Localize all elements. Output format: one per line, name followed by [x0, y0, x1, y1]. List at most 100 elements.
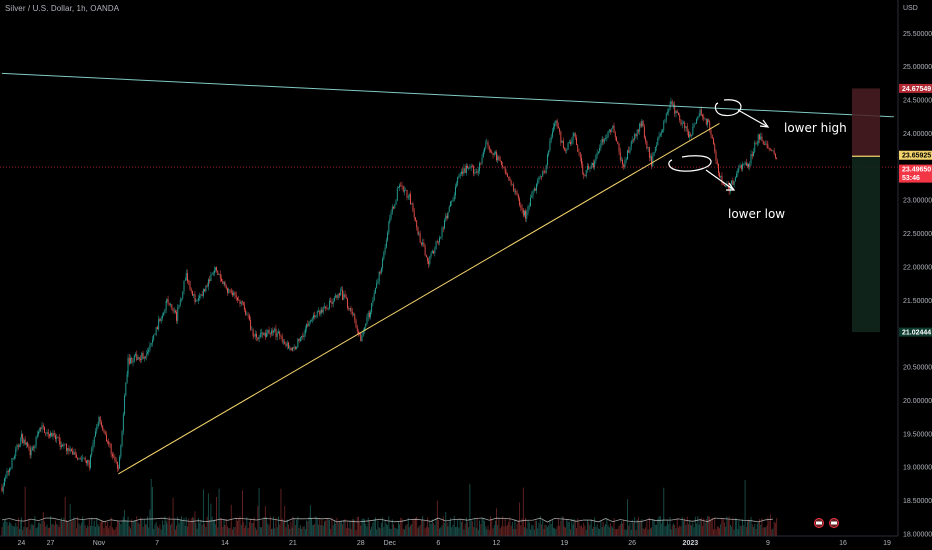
candle-body — [242, 301, 243, 303]
candle-body — [611, 128, 613, 132]
volume-bar — [384, 519, 386, 536]
volume-bar — [733, 529, 735, 536]
candle-body — [694, 123, 696, 125]
volume-bar — [559, 525, 561, 536]
candle-body — [400, 185, 402, 186]
volume-bar — [416, 516, 418, 536]
candle-body — [594, 160, 596, 168]
candle-body — [229, 289, 231, 291]
volume-bar — [744, 479, 746, 536]
volume-bar — [376, 529, 378, 536]
volume-bars — [1, 478, 778, 536]
position-reward-zone[interactable] — [852, 156, 880, 333]
volume-bar — [592, 528, 593, 536]
volume-bar — [699, 520, 701, 536]
volume-bar — [225, 518, 227, 536]
candle-body — [93, 436, 95, 444]
volume-bar — [643, 529, 645, 536]
volume-bar — [256, 529, 258, 536]
volume-bar — [603, 526, 605, 536]
volume-bar — [732, 517, 734, 536]
trend-lines[interactable] — [1, 72, 894, 475]
volume-bar — [407, 517, 409, 536]
candle-body — [28, 446, 30, 448]
volume-bar — [447, 526, 449, 536]
volume-bar — [766, 525, 768, 536]
price-tag-label: 23.49650 — [902, 167, 931, 174]
volume-bar — [64, 496, 66, 536]
volume-bar — [269, 516, 271, 536]
candle-body — [1, 487, 3, 492]
candle-body — [349, 308, 351, 310]
volume-bar — [182, 520, 184, 536]
volume-bar — [485, 526, 487, 536]
candle-body — [716, 160, 718, 164]
candle-body — [696, 119, 698, 124]
volume-bar — [468, 527, 470, 536]
time-axis[interactable]: 24 27 Nov 7 14 21 28 Dec 6 12 19 26 2023 9 16 19 — [17, 540, 891, 547]
volume-bar — [42, 511, 44, 536]
economic-event-flags[interactable] — [814, 518, 839, 528]
volume-bar — [79, 525, 81, 536]
volume-bar — [568, 522, 570, 536]
volume-bar — [340, 521, 342, 536]
candle-body — [114, 457, 116, 461]
volume-bar — [359, 522, 361, 536]
volume-bar — [612, 527, 614, 536]
volume-bar — [530, 529, 531, 536]
candle-body — [49, 434, 50, 437]
candle-body — [408, 194, 410, 197]
candle-body — [556, 120, 558, 127]
volume-bar — [484, 520, 486, 536]
volume-bar — [771, 529, 773, 536]
volume-bar — [107, 521, 109, 536]
price-tick-label: 20.00000 — [903, 398, 932, 405]
volume-bar — [70, 521, 72, 536]
volume-bar — [444, 522, 445, 536]
candle-body — [190, 288, 192, 292]
volume-bar — [204, 523, 206, 536]
volume-bar — [676, 518, 678, 536]
volume-bar — [128, 526, 130, 536]
volume-bar — [90, 525, 91, 536]
descending-resistance-line[interactable] — [1, 72, 894, 118]
candle-body — [294, 346, 296, 349]
candle-body — [45, 432, 47, 434]
candle-body — [288, 342, 289, 349]
volume-bar — [622, 523, 623, 536]
candle-body — [688, 131, 689, 138]
volume-bar — [279, 524, 281, 536]
volume-bar — [556, 526, 558, 536]
volume-bar — [98, 526, 100, 536]
volume-bar — [594, 517, 596, 536]
volume-bar — [553, 527, 555, 536]
price-tag-entry — [899, 150, 932, 160]
price-axis[interactable]: 25.50000 25.00000 24.50000 24.00000 23.00000… — [903, 31, 932, 539]
candle-body — [211, 273, 213, 275]
candle-body — [434, 249, 436, 254]
candle-body — [453, 195, 455, 201]
volume-bar — [742, 519, 744, 536]
candle-body — [528, 206, 530, 208]
volume-bar — [555, 529, 557, 536]
candle-body — [29, 447, 31, 456]
candle-body — [80, 458, 82, 460]
candle-body — [514, 191, 516, 192]
candle-body — [50, 432, 51, 437]
volume-bar — [119, 522, 121, 536]
position-risk-zone[interactable] — [852, 88, 880, 157]
rising-support-line[interactable] — [118, 123, 720, 475]
candle-body — [88, 461, 90, 468]
candle-body — [182, 291, 184, 299]
candle-body — [240, 301, 242, 304]
volume-bar — [642, 528, 644, 536]
candle-body — [340, 289, 342, 291]
volume-bar — [212, 520, 214, 536]
candle-body — [487, 142, 489, 146]
volume-bar — [87, 525, 89, 536]
volume-bar — [197, 518, 199, 536]
volume-bar — [320, 525, 322, 536]
candle-body — [697, 116, 699, 120]
volume-bar — [753, 526, 754, 536]
